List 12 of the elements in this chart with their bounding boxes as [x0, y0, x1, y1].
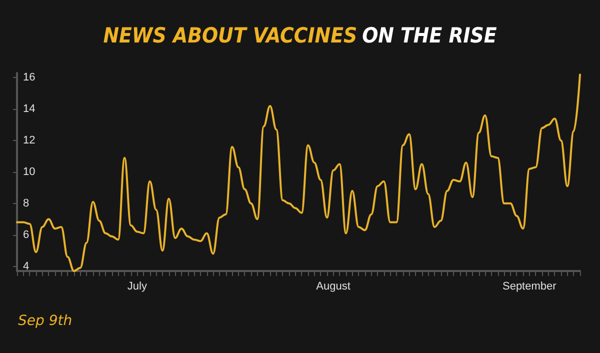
x-tick-label: September: [502, 280, 557, 292]
x-tick-label: July: [127, 280, 148, 292]
y-tick-label: 4: [23, 260, 30, 272]
y-tick-label: 8: [23, 197, 30, 210]
text: Sep 9th: [18, 313, 72, 329]
y-tick-label: 12: [23, 134, 36, 147]
x-tick-label: August: [316, 280, 350, 292]
y-tick-label: 10: [23, 166, 36, 178]
chart-title: NEWS ABOUT VACCINES ON THE RISE: [103, 24, 497, 48]
y-tick-label: 6: [23, 228, 30, 241]
y-tick-label: 14: [23, 103, 36, 116]
y-tick-label: 16: [23, 72, 36, 84]
